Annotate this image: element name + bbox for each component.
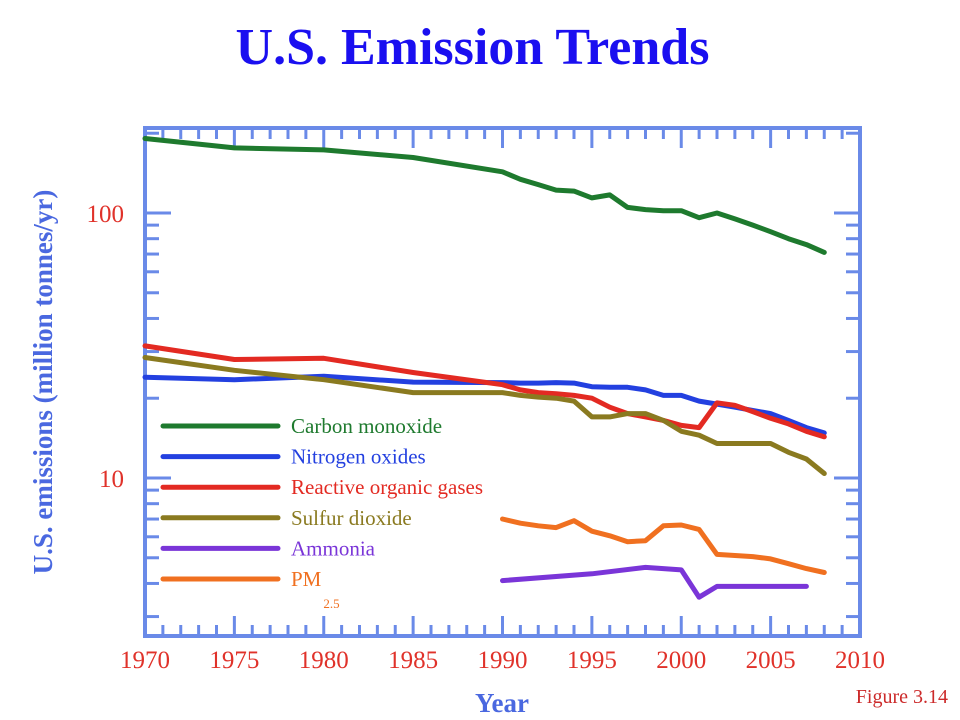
series-line-ammonia	[500, 564, 809, 600]
figure-caption: Figure 3.14	[855, 686, 948, 708]
y-tick-label: 100	[87, 201, 125, 228]
y-axis-ticks	[145, 131, 860, 619]
x-tick-label: 1980	[299, 647, 349, 674]
legend: Carbon monoxide Nitrogen oxides Reactive o…	[160, 414, 483, 611]
x-tick-label: 2000	[656, 647, 706, 674]
x-axis-ticks	[143, 128, 862, 636]
legend-label-sulfur-dioxide: Sulfur dioxide	[291, 506, 412, 530]
series-line-pm	[500, 516, 827, 575]
x-tick-label: 1990	[478, 647, 528, 674]
x-tick-label: 1995	[567, 647, 617, 674]
x-tick-label: 2005	[746, 647, 796, 674]
x-axis-title: Year	[475, 688, 529, 718]
legend-label-subscript: 2.5	[323, 596, 339, 611]
y-axis-title: U.S. emissions (million tonnes/yr)	[28, 190, 58, 575]
legend-label-pm: PM2.5	[291, 567, 340, 611]
x-tick-label: 1985	[388, 647, 438, 674]
y-axis-tick-labels: 10 100	[87, 201, 125, 493]
x-axis-tick-labels: 1970 1975 1980 1985 1990 1995 2000 2005 2010	[120, 647, 885, 674]
legend-label-reactive-organic-gases: Reactive organic gases	[291, 475, 483, 499]
legend-label-ammonia: Ammonia	[291, 536, 376, 560]
series-line-sulfur-dioxide	[142, 355, 827, 476]
x-tick-label: 2010	[835, 647, 885, 674]
legend-label-carbon-monoxide: Carbon monoxide	[291, 414, 442, 438]
y-tick-label: 10	[99, 466, 124, 493]
legend-label-nitrogen-oxides: Nitrogen oxides	[291, 445, 426, 469]
series-line-carbon-monoxide	[142, 136, 827, 255]
x-tick-label: 1970	[120, 647, 170, 674]
slide-title: U.S. Emission Trends	[235, 19, 710, 76]
x-tick-label: 1975	[209, 647, 259, 674]
series-lines	[142, 136, 827, 600]
